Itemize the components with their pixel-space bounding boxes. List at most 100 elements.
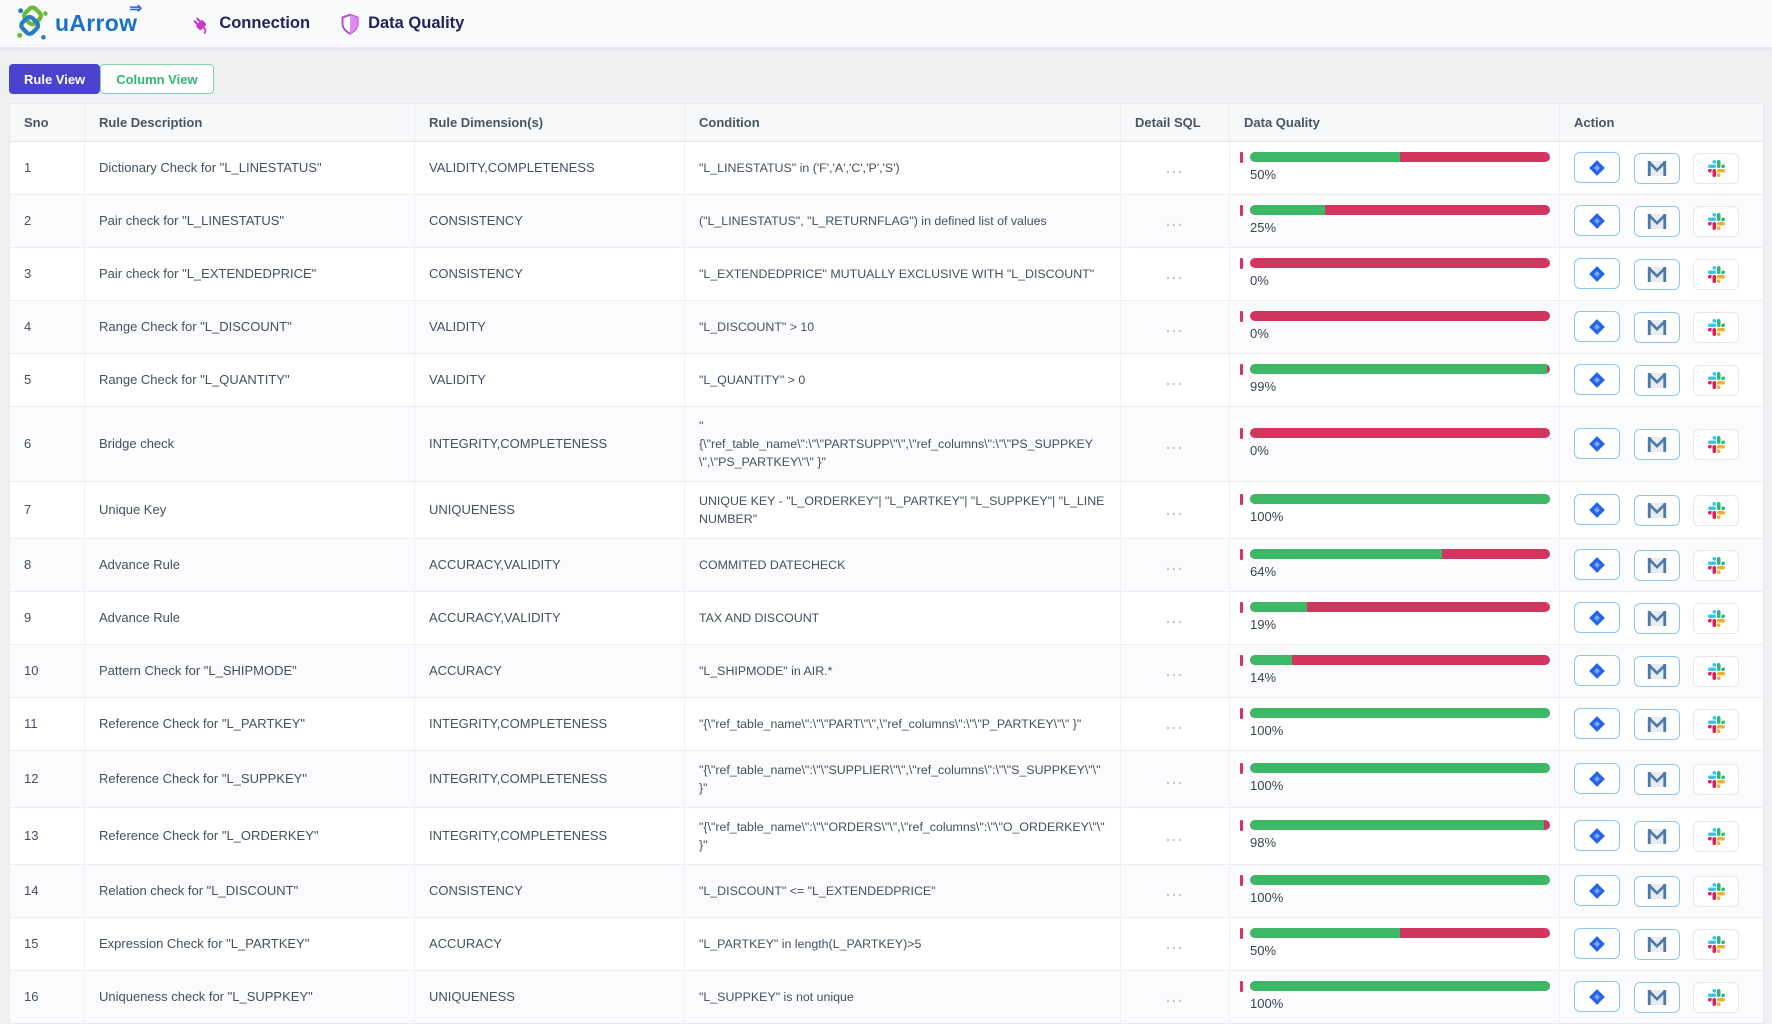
nav-data-quality[interactable]: Data Quality: [340, 13, 464, 35]
gmail-button[interactable]: [1633, 494, 1680, 526]
detail-sql-button[interactable]: ...: [1166, 662, 1184, 679]
gmail-button[interactable]: [1633, 820, 1680, 852]
table-body: 1 Dictionary Check for "L_LINESTATUS" VA…: [9, 141, 1764, 1024]
jira-button[interactable]: [1574, 364, 1620, 396]
gmail-button[interactable]: [1633, 875, 1680, 907]
quality-progress-bar: [1250, 428, 1550, 438]
row-sno: 8: [9, 538, 85, 592]
quality-widget: 100%: [1240, 708, 1550, 740]
detail-sql-button[interactable]: ...: [1166, 501, 1184, 518]
slack-button[interactable]: [1693, 258, 1740, 290]
table-row: 14 Relation check for "L_DISCOUNT" CONSI…: [9, 864, 1764, 918]
slack-button[interactable]: [1693, 763, 1740, 795]
detail-sql-button[interactable]: ...: [1166, 212, 1184, 229]
quality-progress-bar: [1250, 875, 1550, 885]
detail-sql-button[interactable]: ...: [1166, 159, 1184, 176]
gmail-button[interactable]: [1633, 205, 1680, 237]
slack-button[interactable]: [1693, 602, 1740, 634]
slack-button[interactable]: [1693, 820, 1740, 852]
row-data-quality: 98%: [1229, 807, 1560, 865]
gmail-button[interactable]: [1633, 981, 1680, 1013]
slack-button[interactable]: [1693, 875, 1740, 907]
col-header-rule-description: Rule Description: [84, 103, 415, 142]
jira-button[interactable]: [1574, 549, 1620, 581]
row-data-quality: 100%: [1229, 970, 1560, 1024]
slack-button[interactable]: [1693, 708, 1740, 740]
slack-button[interactable]: [1693, 364, 1740, 396]
table-row: 7 Unique Key UNIQUENESS UNIQUE KEY - "L_…: [9, 481, 1764, 539]
row-sno: 6: [9, 406, 85, 482]
row-rule-description: Relation check for "L_DISCOUNT": [84, 864, 415, 918]
tab-column-view[interactable]: Column View: [100, 64, 214, 94]
quality-percent-label: 50%: [1250, 943, 1277, 958]
jira-button[interactable]: [1574, 311, 1620, 343]
quality-widget: 0%: [1240, 428, 1550, 460]
jira-button[interactable]: [1574, 258, 1620, 290]
slack-button[interactable]: [1693, 311, 1740, 343]
detail-sql-button[interactable]: ...: [1166, 265, 1184, 282]
gmail-button[interactable]: [1633, 549, 1680, 581]
slack-icon: [1707, 770, 1725, 788]
jira-icon: [1589, 265, 1605, 282]
detail-sql-button[interactable]: ...: [1166, 770, 1184, 787]
gmail-button[interactable]: [1633, 928, 1680, 960]
slack-icon: [1707, 715, 1725, 733]
jira-button[interactable]: [1574, 152, 1620, 184]
gmail-button[interactable]: [1633, 258, 1680, 290]
logo[interactable]: uArrow ⇒: [14, 0, 142, 43]
row-condition: "L_SHIPMODE" in AIR.*: [684, 644, 1121, 698]
jira-button[interactable]: [1574, 655, 1620, 687]
jira-button[interactable]: [1574, 602, 1620, 634]
gmail-button[interactable]: [1633, 708, 1680, 740]
row-actions: [1559, 300, 1764, 354]
quality-tick: [1240, 428, 1243, 439]
detail-sql-button[interactable]: ...: [1166, 827, 1184, 844]
jira-button[interactable]: [1574, 820, 1620, 852]
quality-tick: [1240, 655, 1243, 666]
nav-connection[interactable]: Connection: [189, 13, 310, 35]
gmail-button[interactable]: [1633, 364, 1680, 396]
jira-button[interactable]: [1574, 928, 1620, 960]
detail-sql-button[interactable]: ...: [1166, 371, 1184, 388]
quality-percent-label: 100%: [1250, 890, 1284, 905]
row-sno: 10: [9, 644, 85, 698]
detail-sql-button[interactable]: ...: [1166, 882, 1184, 899]
gmail-button[interactable]: [1633, 655, 1680, 687]
detail-sql-button[interactable]: ...: [1166, 609, 1184, 626]
jira-button[interactable]: [1574, 981, 1620, 1013]
gmail-button[interactable]: [1633, 763, 1680, 795]
tab-rule-view[interactable]: Rule View: [9, 64, 101, 94]
quality-progress-bar: [1250, 152, 1550, 162]
slack-button[interactable]: [1693, 981, 1740, 1013]
jira-button[interactable]: [1574, 708, 1620, 740]
gmail-icon: [1647, 936, 1666, 952]
quality-widget: 100%: [1240, 494, 1550, 526]
slack-button[interactable]: [1693, 152, 1740, 184]
app-header: uArrow ⇒ Connection: [0, 0, 1772, 48]
detail-sql-button[interactable]: ...: [1166, 715, 1184, 732]
jira-button[interactable]: [1574, 763, 1620, 795]
jira-button[interactable]: [1574, 428, 1620, 460]
slack-button[interactable]: [1693, 655, 1740, 687]
detail-sql-button[interactable]: ...: [1166, 435, 1184, 452]
row-condition: "L_QUANTITY" > 0: [684, 353, 1121, 407]
detail-sql-button[interactable]: ...: [1166, 988, 1184, 1005]
gmail-button[interactable]: [1633, 428, 1680, 460]
row-condition: "{\"ref_table_name\":\"\"PART\"\",\"ref_…: [684, 697, 1121, 751]
quality-tick: [1240, 549, 1243, 560]
slack-button[interactable]: [1693, 549, 1740, 581]
jira-button[interactable]: [1574, 875, 1620, 907]
slack-button[interactable]: [1693, 928, 1740, 960]
gmail-button[interactable]: [1633, 602, 1680, 634]
jira-button[interactable]: [1574, 205, 1620, 237]
detail-sql-button[interactable]: ...: [1166, 935, 1184, 952]
slack-button[interactable]: [1693, 205, 1740, 237]
gmail-icon: [1647, 436, 1666, 452]
gmail-button[interactable]: [1633, 311, 1680, 343]
slack-button[interactable]: [1693, 494, 1740, 526]
slack-button[interactable]: [1693, 428, 1740, 460]
detail-sql-button[interactable]: ...: [1166, 556, 1184, 573]
detail-sql-button[interactable]: ...: [1166, 318, 1184, 335]
jira-button[interactable]: [1574, 494, 1620, 526]
gmail-button[interactable]: [1633, 152, 1680, 184]
